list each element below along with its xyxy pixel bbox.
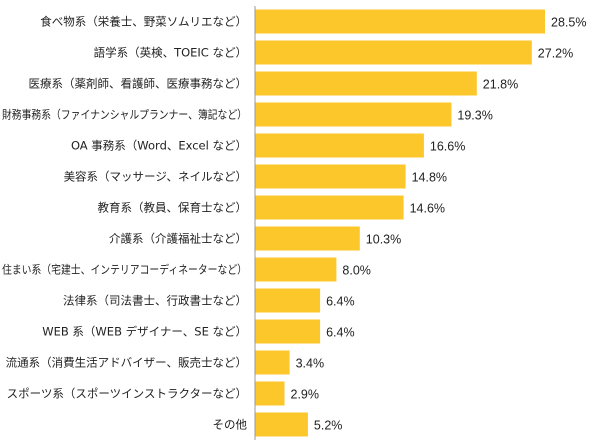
bar-2 <box>255 71 477 96</box>
value-labels-layer: 28.5% 27.2% 21.8% 19.3% 16.6% 14.8% 14.6% 10.3%… <box>291 16 587 433</box>
category-labels-layer: 食べ物系（栄養士、野菜ソムリエなど） 語学系（英検、TOEIC など） 医療系（薬剤… <box>2 15 247 432</box>
category-label-3: 財務事務系（ファイナンシャルプランナー、簿記など） <box>2 108 247 122</box>
bar-10 <box>255 319 321 344</box>
value-label-0: 28.5% <box>551 16 586 30</box>
bar-1 <box>255 40 532 65</box>
category-label-10: WEB 系（WEB デザイナー、SE など） <box>42 325 247 339</box>
bars-layer <box>255 9 545 437</box>
bar-5 <box>255 164 406 189</box>
value-label-5: 14.8% <box>412 171 447 185</box>
value-label-10: 6.4% <box>326 326 355 340</box>
value-label-2: 21.8% <box>483 78 518 92</box>
bar-9 <box>255 288 321 313</box>
value-label-11: 3.4% <box>296 357 325 371</box>
bar-3 <box>255 102 452 127</box>
bar-8 <box>255 257 337 282</box>
category-label-1: 語学系（英検、TOEIC など） <box>94 46 247 60</box>
bar-13 <box>255 412 308 437</box>
bar-12 <box>255 381 285 406</box>
category-label-12: スポーツ系（スポーツインストラクターなど） <box>7 387 247 401</box>
value-label-8: 8.0% <box>342 264 371 278</box>
value-label-4: 16.6% <box>430 140 465 154</box>
value-label-6: 14.6% <box>410 202 445 216</box>
value-label-7: 10.3% <box>366 233 401 247</box>
category-label-13: その他 <box>213 418 248 432</box>
category-label-8: 住まい系（宅建士、インテリアコーディネーターなど） <box>2 263 247 277</box>
category-label-11: 流通系（消費生活アドバイザー、販売士など） <box>6 356 247 370</box>
category-label-4: OA 事務系（Word、Excel など） <box>71 139 247 153</box>
value-label-1: 27.2% <box>538 47 573 61</box>
value-label-12: 2.9% <box>291 388 320 402</box>
category-label-6: 教育系（教員、保育士など） <box>98 201 248 215</box>
bar-0 <box>255 9 545 34</box>
value-label-9: 6.4% <box>326 295 355 309</box>
category-label-7: 介護系（介護福祉士など） <box>109 232 247 246</box>
bar-11 <box>255 350 290 375</box>
category-label-0: 食べ物系（栄養士、野菜ソムリエなど） <box>40 15 247 29</box>
category-label-9: 法律系（司法書士、行政書士など） <box>63 294 247 308</box>
value-label-13: 5.2% <box>314 419 343 433</box>
bar-6 <box>255 195 404 220</box>
category-label-2: 医療系（薬剤師、看護師、医療事務など） <box>29 77 248 91</box>
bar-4 <box>255 133 424 158</box>
category-label-5: 美容系（マッサージ、ネイルなど） <box>64 170 247 184</box>
bar-7 <box>255 226 360 251</box>
value-label-3: 19.3% <box>457 109 492 123</box>
